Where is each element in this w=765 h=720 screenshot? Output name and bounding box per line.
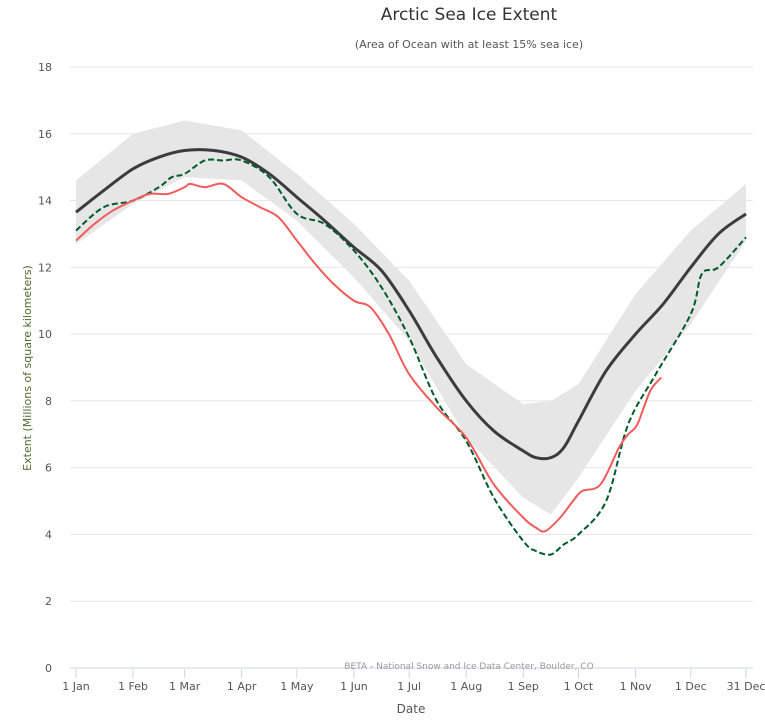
y-tick-label: 6 xyxy=(45,462,52,475)
y-tick-label: 16 xyxy=(38,128,52,141)
y-tick-label: 0 xyxy=(45,662,52,675)
y-tick-label: 14 xyxy=(38,195,52,208)
x-tick-label: 1 May xyxy=(280,680,314,693)
chart-subtitle: (Area of Ocean with at least 15% sea ice… xyxy=(355,38,583,51)
x-axis: 1 Jan 1 Feb 1 Mar 1 Apr 1 May 1 Jun 1 Jul 1 Aug… xyxy=(62,669,765,693)
y-axis-title: Extent (Millions of square kilometers) xyxy=(21,265,34,471)
series-line-median xyxy=(75,148,747,461)
x-tick-label: 1 Dec xyxy=(675,680,707,693)
y-tick-label: 8 xyxy=(45,395,52,408)
x-tick-label: 1 Jun xyxy=(340,680,368,693)
x-tick-label: 31 Dec xyxy=(727,680,765,693)
series-line-comparison-year xyxy=(75,158,747,556)
y-tick-label: 18 xyxy=(38,61,52,74)
y-tick-label: 4 xyxy=(45,528,52,541)
x-tick-label: 1 Aug xyxy=(450,680,482,693)
interdecile-range-band xyxy=(76,120,746,515)
x-tick-label: 1 Apr xyxy=(227,680,257,693)
y-axis: 0 2 4 6 8 10 12 14 16 18 xyxy=(38,61,52,675)
series-lines xyxy=(75,148,747,556)
y-tick-label: 10 xyxy=(38,328,52,341)
x-tick-label: 1 Mar xyxy=(169,680,201,693)
x-tick-label: 1 Jan xyxy=(62,680,89,693)
x-tick-label: 1 Sep xyxy=(508,680,539,693)
credit: BETA - National Snow and Ice Data Center… xyxy=(344,662,593,672)
x-tick-label: 1 Oct xyxy=(564,680,594,693)
x-tick-label: 1 Jul xyxy=(397,680,421,693)
x-tick-label: 1 Feb xyxy=(118,680,148,693)
x-tick-label: 1 Nov xyxy=(620,680,652,693)
y-tick-label: 12 xyxy=(38,261,52,274)
range-band xyxy=(76,120,746,515)
x-axis-title: Date xyxy=(397,702,426,716)
chart-title: Arctic Sea Ice Extent xyxy=(381,5,558,25)
y-tick-label: 2 xyxy=(45,595,52,608)
series-line-current-year xyxy=(75,182,663,533)
